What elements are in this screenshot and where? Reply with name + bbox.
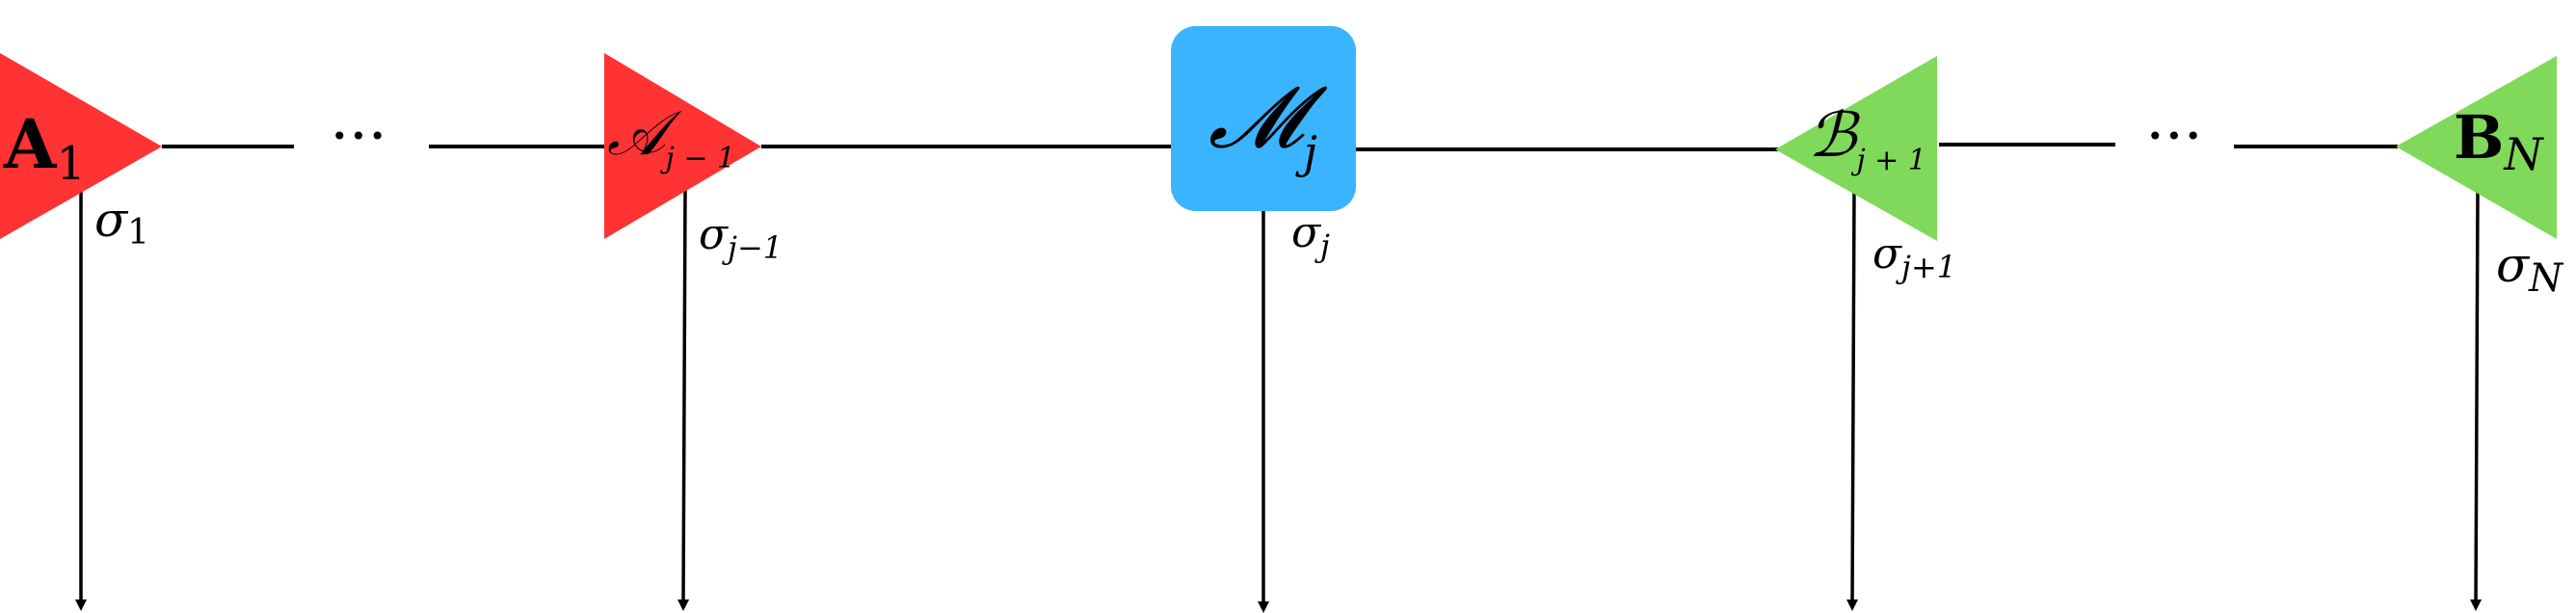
ellipsis-left: ··· bbox=[330, 100, 386, 171]
leg-label-sigma-j: σj bbox=[1291, 208, 1330, 264]
tensor-bj-label: ℬj + 1 bbox=[1808, 100, 1926, 177]
ellipsis-right: ··· bbox=[2145, 100, 2202, 171]
leg-j-plus-1 bbox=[1846, 190, 1859, 611]
leg-label-sigma-j-minus-1: σj−1 bbox=[699, 210, 783, 266]
tensor-bn-label: BN bbox=[2454, 102, 2544, 180]
tensor-bj-triangle bbox=[1775, 56, 1937, 241]
tensor-aj-triangle bbox=[604, 53, 761, 239]
tensor-a1-label: A1 bbox=[3, 104, 86, 191]
leg-label-sigma-j-plus-1: σj+1 bbox=[1872, 229, 1956, 285]
leg-N bbox=[2470, 190, 2483, 611]
leg-label-sigma-1: σ1 bbox=[94, 192, 149, 253]
leg-j-minus-1 bbox=[677, 187, 690, 611]
tensor-mj-square bbox=[1171, 26, 1356, 211]
leg-label-sigma-N: σN bbox=[2496, 237, 2564, 301]
tensor-bn-triangle bbox=[2396, 56, 2557, 239]
tensor-a1-triangle bbox=[0, 53, 162, 239]
